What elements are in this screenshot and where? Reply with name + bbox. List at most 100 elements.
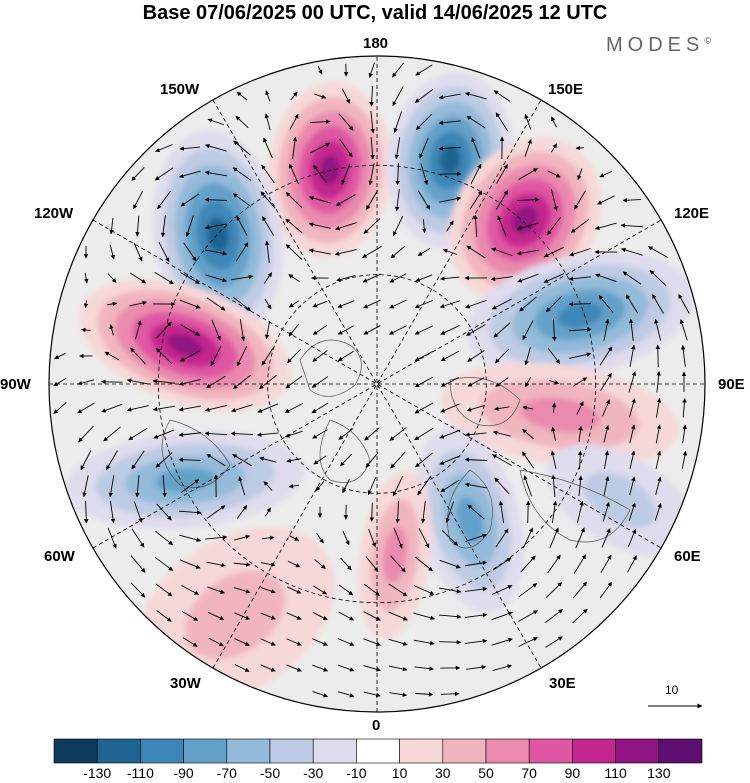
wind-vector (261, 535, 275, 541)
wind-vector (236, 215, 248, 236)
wind-vector (157, 190, 171, 210)
wind-vector (286, 664, 302, 672)
wind-vectors (53, 62, 690, 698)
wind-vector (575, 145, 584, 151)
wind-vector (551, 474, 556, 498)
wind-vector (259, 374, 277, 390)
wind-vector (393, 527, 403, 549)
wind-vector (236, 91, 248, 101)
wind-vector (368, 528, 377, 548)
wind-vector (577, 168, 583, 181)
wind-vector (285, 375, 303, 389)
lon-label-90w: 90W (0, 376, 31, 393)
wind-vector (440, 479, 460, 493)
wind-vector (440, 276, 460, 281)
wind-vector (207, 118, 225, 126)
wind-vector (260, 612, 276, 620)
colorbar-swatch (269, 738, 314, 764)
colorbar-tick-label: -10 (346, 765, 367, 781)
wind-vector (572, 581, 588, 599)
wind-vector (178, 510, 202, 515)
wind-vector (233, 587, 251, 594)
wind-vector (395, 500, 400, 524)
wind-vector (178, 170, 201, 179)
wind-vector (492, 454, 512, 466)
wind-vector (655, 424, 662, 444)
wind-vector (439, 300, 460, 309)
wind-vector (575, 527, 585, 549)
colorbar-tick-label: 110 (604, 765, 627, 781)
wind-vector (82, 475, 89, 498)
wind-vector (312, 429, 328, 439)
wind-vector (420, 501, 426, 524)
wind-vector (236, 345, 248, 367)
wind-vector (494, 477, 510, 495)
wind-vector (153, 429, 175, 439)
wind-vector (337, 664, 355, 672)
wind-vector (389, 692, 408, 697)
wind-vector (390, 451, 406, 469)
wind-vector (179, 559, 201, 569)
wind-vector (543, 246, 565, 258)
colorbar-swatch (485, 738, 530, 764)
wind-vector (337, 325, 354, 335)
wind-vector (239, 319, 246, 342)
wind-vector (413, 612, 436, 621)
wind-vector (517, 273, 539, 283)
wind-vector (551, 402, 557, 413)
wind-vector (234, 638, 250, 646)
wind-vector (466, 115, 486, 129)
wind-vector (77, 402, 95, 414)
wind-vector (465, 586, 488, 592)
wind-vector (622, 198, 642, 203)
wind-vector (599, 346, 613, 366)
wind-vector (388, 583, 408, 597)
wind-vector (235, 115, 249, 129)
wind-vector (392, 475, 404, 497)
wind-vector (181, 611, 199, 621)
wind-vector (413, 585, 435, 595)
wind-vector (130, 272, 147, 284)
wind-vector (341, 88, 351, 104)
wind-vector (551, 116, 557, 128)
wind-vector (496, 164, 508, 184)
wind-vector (414, 666, 434, 671)
wind-vector (80, 450, 92, 471)
wind-vector (493, 322, 511, 338)
wind-vector (264, 240, 270, 263)
colorbar-swatch (226, 738, 271, 764)
wind-vector (655, 450, 662, 470)
wind-vector (312, 300, 328, 308)
wind-vector (160, 215, 166, 238)
wind-vector (155, 530, 173, 546)
wind-vector (104, 351, 120, 361)
wind-vector (260, 562, 276, 567)
wind-vector (205, 249, 228, 256)
wind-vector (341, 163, 351, 185)
wind-vector (522, 405, 534, 410)
lon-label-30w: 30W (170, 675, 201, 692)
wind-vector (464, 457, 488, 462)
wind-vector (493, 90, 511, 102)
wind-vector (339, 138, 353, 158)
wind-vector (628, 398, 636, 418)
wind-vector (521, 451, 535, 469)
wind-vector (234, 664, 250, 672)
wind-vector (312, 690, 329, 698)
wind-vector (233, 140, 251, 156)
colorbar-swatch (312, 738, 357, 764)
wind-vector (497, 215, 507, 237)
wind-vector (264, 321, 271, 340)
wind-vector (466, 404, 486, 412)
meridian (92, 219, 662, 549)
wind-vector (629, 450, 636, 470)
wind-vector (154, 271, 174, 285)
wind-vector (367, 477, 377, 496)
wind-vector (206, 453, 226, 467)
wind-vector (204, 223, 227, 230)
wind-vector (389, 325, 407, 335)
wind-vector (178, 405, 201, 412)
wind-vector (394, 189, 400, 212)
wind-vector (545, 636, 563, 648)
wind-vector (389, 299, 407, 309)
